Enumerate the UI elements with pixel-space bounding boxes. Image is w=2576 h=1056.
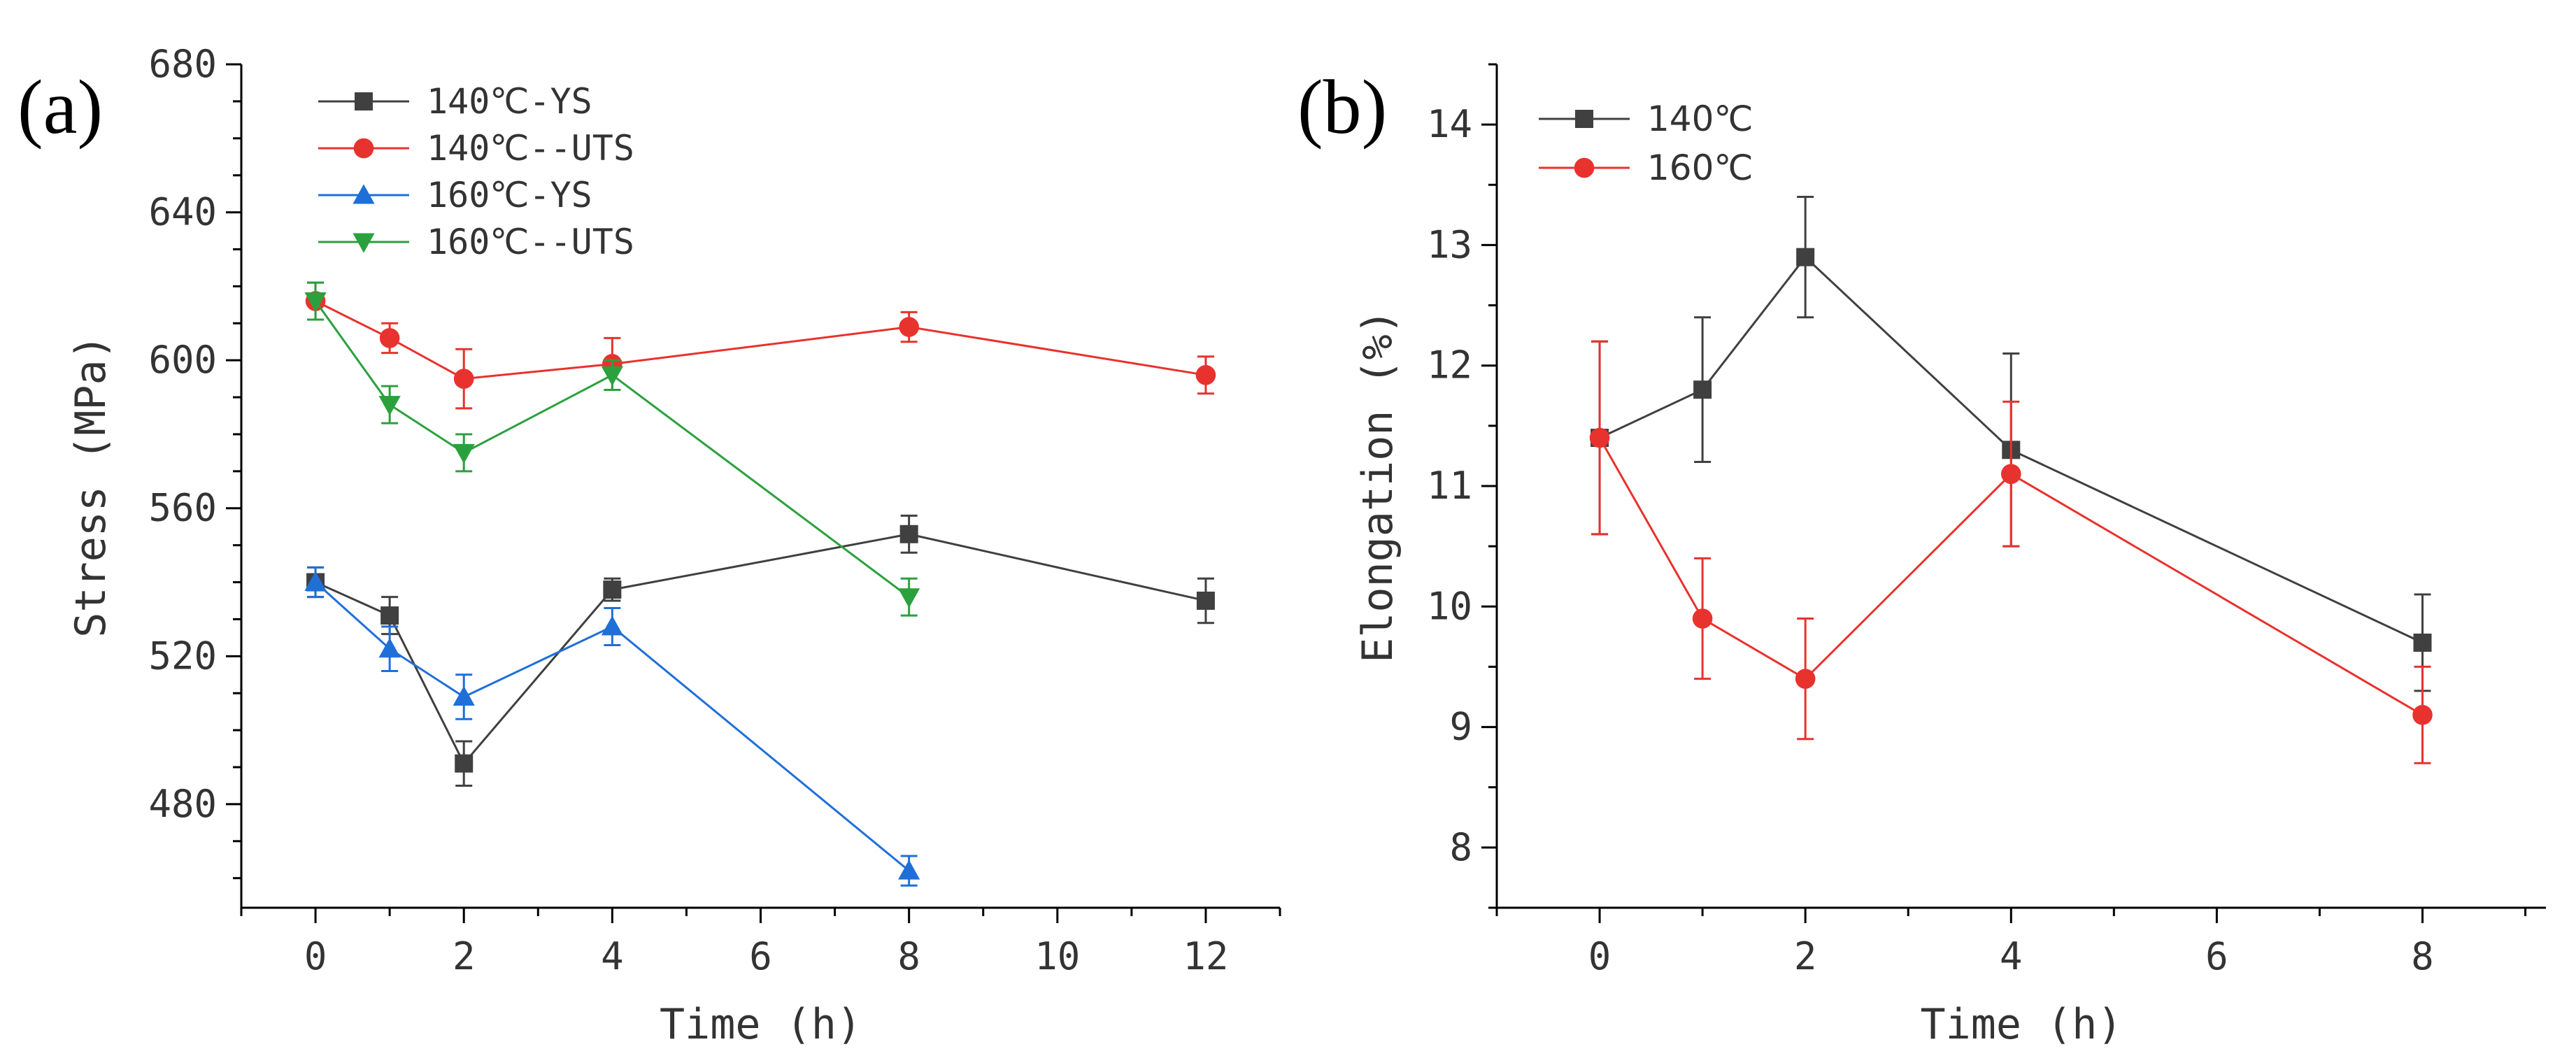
y-tick-label: 14 [1427,102,1472,146]
data-point [603,580,622,599]
legend-marker [353,138,374,159]
x-tick-label: 6 [749,934,772,978]
x-tick-label: 10 [1034,934,1080,978]
series-160℃-YS: 160℃-YS [304,175,920,887]
panel-label: (a) [17,64,103,150]
data-point [1196,591,1215,610]
legend-label: 140℃-YS [427,81,592,122]
data-point [2413,633,2432,652]
data-point [304,292,327,313]
y-tick-label: 480 [148,782,217,826]
data-point [379,328,400,348]
series-line [315,533,1207,766]
legend-marker [353,184,375,204]
data-point [898,588,920,608]
y-tick-label: 640 [148,190,217,234]
data-point [304,571,327,592]
x-tick-label: 2 [453,934,476,978]
y-tick-label: 8 [1449,825,1472,869]
legend-marker [1574,157,1595,178]
series-140℃--UTS: 140℃--UTS [305,128,1216,410]
data-point [1796,248,1815,266]
y-tick-label: 600 [148,338,217,382]
data-point [898,859,920,880]
legend-label: 160℃--UTS [427,222,634,262]
y-axis-label: Elongation (%) [1353,309,1402,663]
x-axis-label: Time (h) [1921,1000,2123,1049]
x-tick-label: 0 [1588,934,1611,978]
legend-label: 160℃ [1647,148,1753,188]
data-point [1195,365,1216,385]
x-tick-label: 8 [897,934,920,978]
data-point [378,638,401,658]
legend-label: 140℃ [1647,99,1753,139]
y-tick-label: 13 [1427,222,1472,266]
y-tick-label: 10 [1427,584,1472,628]
data-point [2412,705,2433,725]
y-tick-label: 680 [148,42,217,86]
legend-marker [353,233,375,253]
data-point [453,369,474,389]
data-point [601,615,623,636]
data-point [2000,464,2021,485]
x-tick-label: 12 [1183,934,1228,978]
chart-panel-b: 0 2 4 6 8 8 9 10 11 12 13 14 Time (h) Elongation (%) (… [1297,63,2546,1049]
panel-label: (b) [1297,64,1387,150]
data-point [453,443,475,464]
x-tick-label: 8 [2411,934,2434,978]
data-point [1693,380,1712,399]
data-point [899,525,918,543]
legend-marker [355,92,373,110]
data-point [1692,608,1713,629]
y-tick-label: 11 [1427,464,1472,508]
y-tick-label: 520 [148,634,217,678]
x-tick-label: 4 [2000,934,2023,978]
data-point [380,606,399,625]
y-tick-label: 12 [1427,343,1472,387]
series-160℃--UTS: 160℃--UTS [304,222,920,617]
data-point [601,366,623,386]
x-tick-label: 2 [1794,934,1817,978]
x-axis-label: Time (h) [660,1000,862,1049]
data-point [1589,427,1610,448]
series-line [315,300,1207,380]
y-tick-label: 9 [1449,705,1472,749]
y-tick-label: 560 [148,486,217,530]
data-point [1795,669,1816,689]
legend-label: 140℃--UTS [427,128,634,169]
x-tick-label: 0 [304,934,327,978]
data-point [455,754,474,773]
legend-marker [1575,110,1593,128]
data-point [453,685,475,706]
series-160℃: 160℃ [1539,148,2433,764]
data-point [899,317,919,337]
x-tick-label: 4 [601,934,624,978]
chart-panel-a: 0 2 4 6 8 10 12 480 520 560 600 640 680 Time (h) Stres… [17,42,1281,1049]
y-axis-label: Stress (MPa) [66,334,115,637]
data-point [378,396,401,416]
x-tick-label: 6 [2205,934,2228,978]
legend-label: 160℃-YS [427,175,592,215]
